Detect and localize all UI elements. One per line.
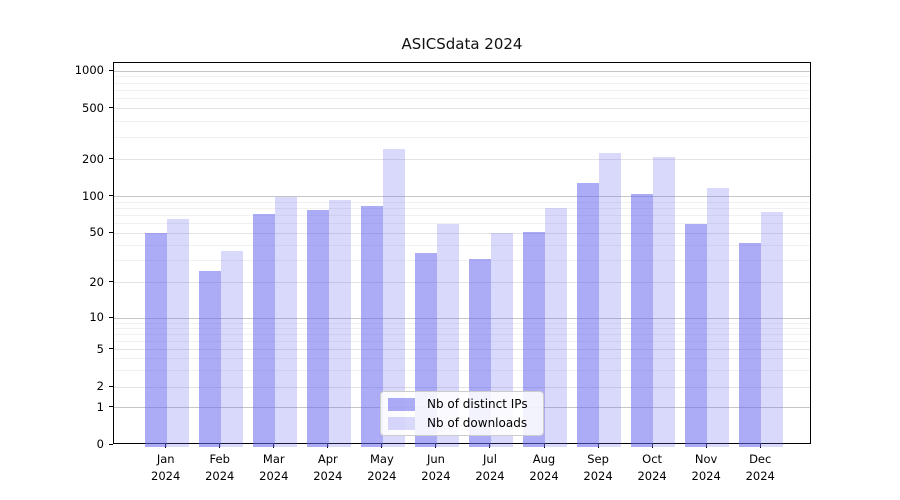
bar-downloads <box>328 200 351 447</box>
gridline <box>114 244 810 246</box>
y-tick-mark <box>109 231 113 233</box>
gridline <box>114 136 810 138</box>
x-tick-label: Nov 2024 <box>691 452 721 483</box>
x-tick-label: Jan 2024 <box>151 452 181 483</box>
y-tick-mark <box>109 107 113 109</box>
y-tick-mark <box>109 281 113 283</box>
x-tick-label: Apr 2024 <box>313 452 343 483</box>
gridline <box>114 358 810 360</box>
plot-area: Nb of distinct IPs Nb of downloads <box>113 62 811 447</box>
gridline <box>114 196 810 198</box>
bar-downloads <box>707 187 730 447</box>
y-tick-label: 500 <box>82 100 104 115</box>
y-tick-label: 10 <box>89 310 104 325</box>
legend-item-downloads: Nb of downloads <box>388 416 536 431</box>
gridline <box>114 159 810 161</box>
gridline <box>114 340 810 342</box>
y-tick-label: 20 <box>89 274 104 289</box>
bar-distinct-ips <box>306 210 329 447</box>
legend: Nb of distinct IPs Nb of downloads <box>380 391 544 436</box>
x-tick-label: Feb 2024 <box>205 452 235 483</box>
gridline <box>114 317 810 319</box>
y-tick-label: 50 <box>89 225 104 240</box>
gridline <box>114 370 810 372</box>
gridline <box>114 90 810 92</box>
gridline <box>114 207 810 209</box>
gridline <box>114 120 810 122</box>
gridline <box>114 82 810 84</box>
x-tick-label: Jul 2024 <box>475 452 505 483</box>
gridline <box>114 223 810 225</box>
legend-item-distinct-ips: Nb of distinct IPs <box>388 397 536 412</box>
x-tick-label: Sep 2024 <box>583 452 613 483</box>
gridline <box>114 386 810 388</box>
bar-downloads <box>761 211 784 447</box>
y-tick-mark <box>109 406 113 408</box>
y-tick-mark <box>109 348 113 350</box>
y-tick-label: 100 <box>82 188 104 203</box>
gridline <box>114 322 810 324</box>
gridline <box>114 70 810 72</box>
gridline <box>114 349 810 351</box>
x-tick-label: Mar 2024 <box>259 452 289 483</box>
y-tick-label: 0 <box>96 437 104 451</box>
y-tick-mark <box>109 443 113 445</box>
bar-distinct-ips <box>198 270 221 447</box>
bar-distinct-ips <box>577 182 600 447</box>
gridline <box>114 201 810 203</box>
legend-swatch-downloads-icon <box>388 416 415 430</box>
y-tick-mark <box>109 158 113 160</box>
gridline <box>114 108 810 110</box>
gridline <box>114 333 810 335</box>
y-tick-label: 200 <box>82 151 104 166</box>
bar-downloads <box>220 251 243 447</box>
bar-downloads <box>166 218 189 447</box>
y-tick-mark <box>109 316 113 318</box>
bar-distinct-ips <box>252 213 275 447</box>
bar-distinct-ips <box>685 223 708 447</box>
bar-distinct-ips <box>631 193 654 447</box>
y-tick-label: 1000 <box>74 63 104 78</box>
x-tick-label: Aug 2024 <box>529 452 559 483</box>
bar-downloads <box>653 157 676 447</box>
bar-distinct-ips <box>360 206 383 447</box>
bar-downloads <box>382 148 405 447</box>
bar-downloads <box>274 196 297 447</box>
bar-downloads <box>599 153 622 447</box>
legend-swatch-distinct-ips-icon <box>388 397 415 411</box>
bar-downloads <box>545 208 568 447</box>
x-tick-label: Dec 2024 <box>745 452 775 483</box>
bar-distinct-ips <box>739 242 762 447</box>
gridline <box>114 327 810 329</box>
y-tick-label: 5 <box>96 341 104 356</box>
gridline <box>114 214 810 216</box>
gridline <box>114 232 810 234</box>
chart-title: ASICSdata 2024 <box>401 35 523 53</box>
y-tick-mark <box>109 385 113 387</box>
gridline <box>114 282 810 284</box>
gridline <box>114 98 810 100</box>
gridline <box>114 260 810 262</box>
legend-label-distinct-ips: Nb of distinct IPs <box>427 396 528 411</box>
y-tick-mark <box>109 69 113 71</box>
y-tick-mark <box>109 195 113 197</box>
x-tick-label: Oct 2024 <box>637 452 667 483</box>
legend-label-downloads: Nb of downloads <box>427 415 528 430</box>
y-tick-label: 1 <box>96 399 104 414</box>
y-tick-label: 2 <box>96 379 104 394</box>
x-tick-label: Jun 2024 <box>421 452 451 483</box>
gridline <box>114 76 810 78</box>
x-tick-label: May 2024 <box>367 452 397 483</box>
bar-distinct-ips <box>144 233 167 447</box>
